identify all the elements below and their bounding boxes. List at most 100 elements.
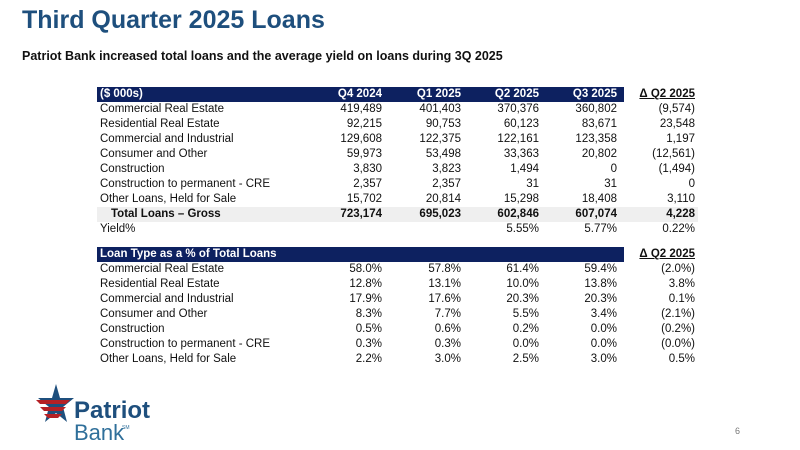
cell: Q4 2024 — [337, 88, 382, 100]
cell: 5.5% — [512, 308, 539, 320]
cell: 59.4% — [584, 263, 617, 275]
table-row: Construction to permanent - CRE 2,357 2,35… — [97, 177, 698, 192]
row-label: Construction — [100, 323, 165, 335]
cell: 31 — [526, 178, 539, 190]
cell: 20,814 — [425, 193, 461, 205]
svg-text:Patriot: Patriot — [74, 397, 150, 424]
cell: (0.2%) — [661, 323, 695, 335]
cell: 31 — [604, 178, 617, 190]
slide-title: Third Quarter 2025 Loans — [22, 6, 325, 34]
table-row: Consumer and Other 8.3% 7.7% 5.5% 3.4% (2.1%) — [97, 307, 698, 322]
table-row: Other Loans, Held for Sale 15,702 20,814 15… — [97, 192, 698, 207]
table-row: Commercial and Industrial 129,608 122,375 1… — [97, 132, 698, 147]
cell: 90,753 — [425, 118, 461, 130]
row-label: Construction — [100, 163, 165, 175]
table-row: Consumer and Other 59,973 53,498 33,363 20,8… — [97, 147, 698, 162]
cell: Q1 2025 — [416, 88, 461, 100]
cell: 17.9% — [349, 293, 382, 305]
cell: 1,494 — [510, 163, 539, 175]
cell: 0 — [610, 163, 617, 175]
cell: (1,494) — [658, 163, 695, 175]
table-row: Residential Real Estate 92,215 90,753 60,12… — [97, 117, 698, 132]
cell: 0.0% — [590, 338, 617, 350]
row-label: Other Loans, Held for Sale — [100, 353, 237, 365]
cell: 3,110 — [667, 193, 695, 205]
cell: 1,197 — [666, 133, 695, 145]
cell: 18,408 — [581, 193, 617, 205]
cell: 401,403 — [419, 103, 461, 115]
cell: 83,671 — [581, 118, 617, 130]
row-label: Commercial Real Estate — [100, 103, 224, 115]
cell: 5.77% — [584, 223, 617, 235]
row-label: Commercial Real Estate — [100, 263, 224, 275]
slide-subtitle: Patriot Bank increased total loans and t… — [22, 49, 503, 63]
cell: (0.0%) — [661, 338, 695, 350]
svg-text:Bank: Bank — [74, 420, 125, 444]
cell: 0.22% — [662, 223, 695, 235]
cell: 2,357 — [353, 178, 382, 190]
yield-row: Yield% 5.55% 5.77% 0.22% — [97, 222, 698, 237]
cell: 0.5% — [355, 323, 382, 335]
cell: (2.0%) — [661, 263, 695, 275]
cell: 53,498 — [425, 148, 461, 160]
row-label: Construction to permanent - CRE — [100, 178, 271, 190]
table-row: Residential Real Estate 12.8% 13.1% 10.0% 13… — [97, 277, 698, 292]
cell: 607,074 — [575, 208, 617, 220]
cell: Δ Q2 2025 — [639, 88, 695, 100]
header-bar — [97, 87, 624, 102]
row-label: Other Loans, Held for Sale — [100, 193, 237, 205]
cell: 3.8% — [668, 278, 695, 290]
cell: Δ Q2 2025 — [639, 248, 695, 260]
cell: 7.7% — [434, 308, 461, 320]
cell: 15,298 — [503, 193, 539, 205]
row-label: Residential Real Estate — [100, 118, 220, 130]
row-label: Total Loans – Gross — [111, 208, 221, 220]
cell: 4,228 — [666, 208, 695, 220]
table-header: ($ 000s) Q4 2024 Q1 2025 Q2 2025 Q3 2025 Δ Q2… — [97, 87, 698, 102]
cell: 23,548 — [659, 118, 695, 130]
cell: 123,358 — [575, 133, 617, 145]
cell: 12.8% — [349, 278, 382, 290]
cell: 10.0% — [506, 278, 539, 290]
total-row: Total Loans – Gross 723,174 695,023 602,846… — [97, 207, 698, 222]
row-label: Construction to permanent - CRE — [100, 338, 271, 350]
cell: Q3 2025 — [572, 88, 617, 100]
cell: 723,174 — [340, 208, 382, 220]
svg-text:SM: SM — [122, 425, 130, 431]
cell: 20.3% — [584, 293, 617, 305]
cell: 3.0% — [590, 353, 617, 365]
cell: 0.0% — [512, 338, 539, 350]
row-label: Loan Type as a % of Total Loans — [100, 248, 277, 260]
table-row: Commercial and Industrial 17.9% 17.6% 20.3%… — [97, 292, 698, 307]
page-number: 6 — [735, 426, 741, 436]
cell: 2,357 — [432, 178, 461, 190]
cell: 15,702 — [346, 193, 382, 205]
cell: 0.1% — [668, 293, 695, 305]
table-row: Construction 0.5% 0.6% 0.2% 0.0% (0.2%) — [97, 322, 698, 337]
cell: 122,375 — [419, 133, 461, 145]
cell: 0.3% — [434, 338, 461, 350]
cell: 20,802 — [581, 148, 617, 160]
table-row: Construction to permanent - CRE 0.3% 0.3% 0… — [97, 337, 698, 352]
cell: 57.8% — [428, 263, 461, 275]
loans-table: ($ 000s) Q4 2024 Q1 2025 Q2 2025 Q3 2025 Δ Q2… — [97, 87, 698, 237]
row-label: Consumer and Other — [100, 148, 208, 160]
cell: 59,973 — [346, 148, 382, 160]
cell: 3,823 — [432, 163, 461, 175]
row-label: Commercial and Industrial — [100, 293, 234, 305]
cell: 13.1% — [428, 278, 461, 290]
cell: 60,123 — [503, 118, 539, 130]
table-row: Commercial Real Estate 419,489 401,403 370,… — [97, 102, 698, 117]
cell: 61.4% — [506, 263, 539, 275]
cell: 3,830 — [353, 163, 382, 175]
row-label: Yield% — [100, 223, 136, 235]
cell: (2.1%) — [661, 308, 695, 320]
header-bar — [97, 247, 624, 262]
cell: 0.0% — [590, 323, 617, 335]
cell: 695,023 — [419, 208, 461, 220]
row-label: Consumer and Other — [100, 308, 208, 320]
row-label: Commercial and Industrial — [100, 133, 234, 145]
cell: 3.4% — [590, 308, 617, 320]
cell: 122,161 — [497, 133, 539, 145]
cell: 370,376 — [497, 103, 539, 115]
